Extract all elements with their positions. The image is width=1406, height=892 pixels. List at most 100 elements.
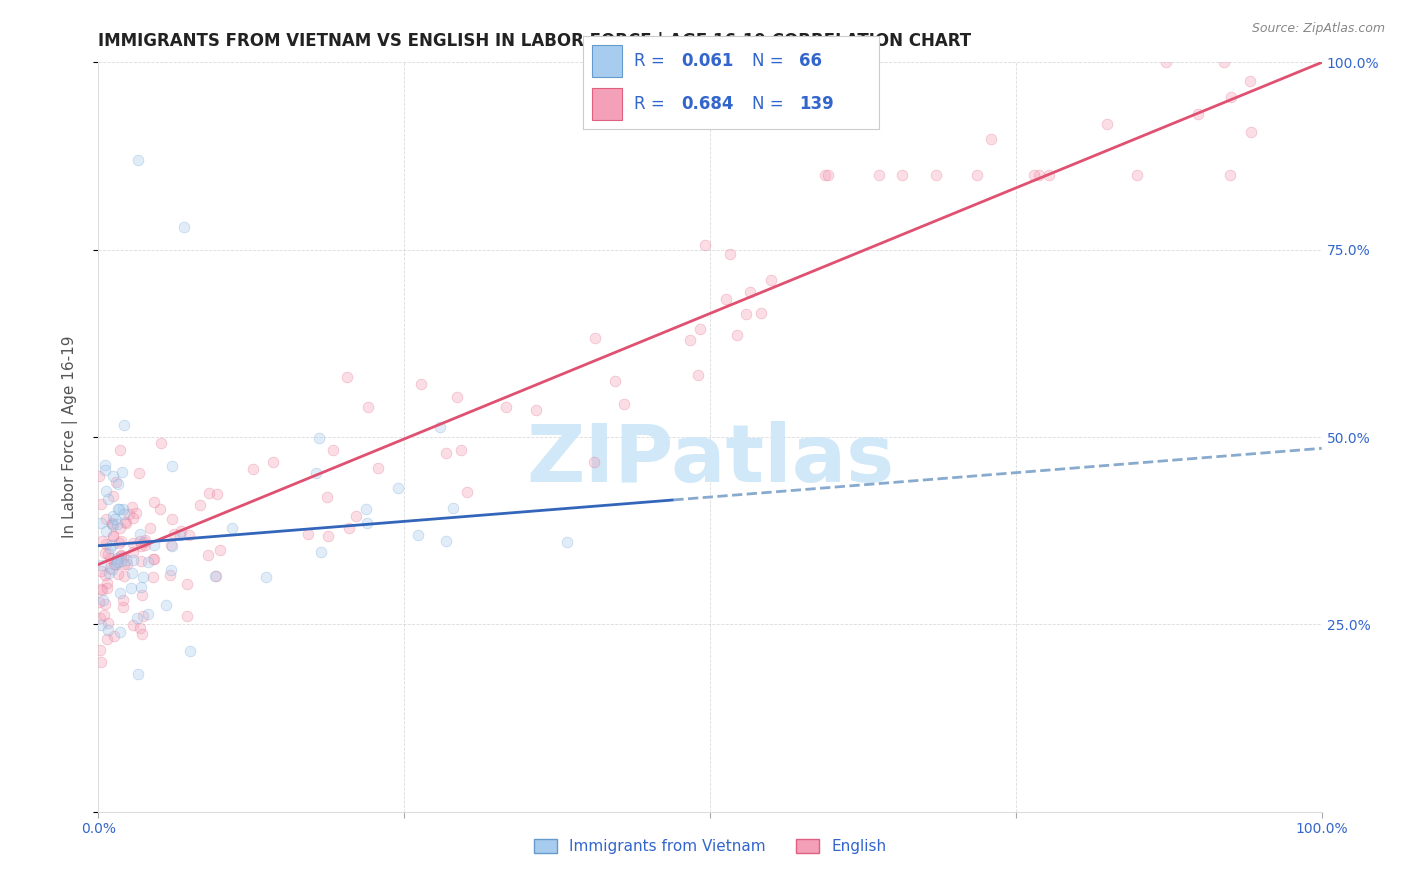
Point [89, 610, 111, 624]
Point [115, 557, 138, 571]
Point [89, 642, 111, 657]
Point [1213, 55, 1236, 70]
Point [305, 466, 328, 480]
Point [97, 624, 120, 638]
Point [132, 570, 155, 584]
Point [121, 536, 143, 550]
Point [97, 615, 120, 630]
Point [101, 489, 124, 503]
Point [387, 482, 409, 496]
Point [131, 554, 153, 568]
Text: N =: N = [752, 52, 783, 70]
Point [93, 463, 115, 477]
Point [105, 557, 128, 571]
Point [322, 443, 344, 458]
Point [436, 446, 458, 460]
Point [97, 492, 120, 507]
Point [127, 611, 149, 625]
Point [112, 599, 135, 614]
Point [142, 552, 165, 566]
Point [297, 526, 319, 541]
Point [689, 322, 711, 336]
Point [128, 527, 150, 541]
Point [678, 333, 700, 347]
Point [107, 567, 129, 582]
Point [142, 570, 165, 584]
Point [315, 490, 337, 504]
Point [1239, 74, 1261, 88]
Point [176, 608, 198, 623]
Point [96, 547, 118, 561]
Point [91, 582, 114, 597]
Point [1154, 55, 1177, 70]
Point [160, 538, 183, 552]
Point [108, 502, 131, 516]
Text: 0.061: 0.061 [681, 52, 734, 70]
Point [1028, 168, 1050, 182]
Point [160, 512, 183, 526]
Point [143, 538, 166, 552]
Text: ZIPatlas: ZIPatlas [526, 420, 894, 499]
Point [105, 551, 128, 566]
Point [316, 529, 339, 543]
Point [725, 328, 748, 343]
FancyBboxPatch shape [592, 88, 621, 120]
Point [89, 595, 111, 609]
Point [112, 418, 135, 433]
Point [160, 458, 183, 473]
Point [188, 498, 211, 512]
Point [309, 545, 332, 559]
Point [134, 535, 156, 549]
Point [1240, 125, 1263, 139]
Point [1219, 168, 1241, 182]
Point [90, 564, 112, 578]
Point [159, 567, 181, 582]
Point [111, 465, 134, 479]
Point [149, 501, 172, 516]
Point [120, 582, 142, 596]
Point [90, 558, 112, 572]
Point [308, 431, 330, 445]
Point [115, 553, 138, 567]
Point [121, 545, 143, 559]
Point [336, 370, 359, 384]
Text: 66: 66 [799, 52, 823, 70]
Point [136, 555, 159, 569]
Point [103, 558, 125, 572]
Point [129, 534, 152, 549]
Point [107, 551, 129, 566]
Point [524, 403, 547, 417]
Point [112, 569, 135, 583]
Point [94, 484, 117, 499]
Point [114, 515, 136, 529]
Point [205, 569, 228, 583]
Point [734, 307, 756, 321]
Point [96, 632, 118, 646]
Point [356, 516, 378, 531]
Point [169, 528, 191, 542]
Point [179, 644, 201, 658]
Point [101, 516, 124, 531]
Point [868, 168, 890, 182]
Point [94, 546, 117, 560]
Point [134, 533, 156, 547]
Point [121, 511, 143, 525]
Point [924, 168, 946, 182]
Point [134, 538, 156, 552]
Point [108, 443, 131, 458]
Point [555, 535, 578, 549]
Point [90, 516, 112, 530]
Point [90, 582, 112, 596]
Point [114, 516, 136, 530]
Point [112, 558, 135, 572]
Point [122, 552, 145, 566]
Point [198, 486, 221, 500]
Y-axis label: In Labor Force | Age 16-19: In Labor Force | Age 16-19 [62, 335, 77, 539]
Point [127, 666, 149, 681]
Point [105, 555, 128, 569]
Point [160, 563, 183, 577]
Point [436, 533, 458, 548]
Point [136, 607, 159, 621]
Point [1022, 168, 1045, 182]
Point [686, 368, 709, 382]
